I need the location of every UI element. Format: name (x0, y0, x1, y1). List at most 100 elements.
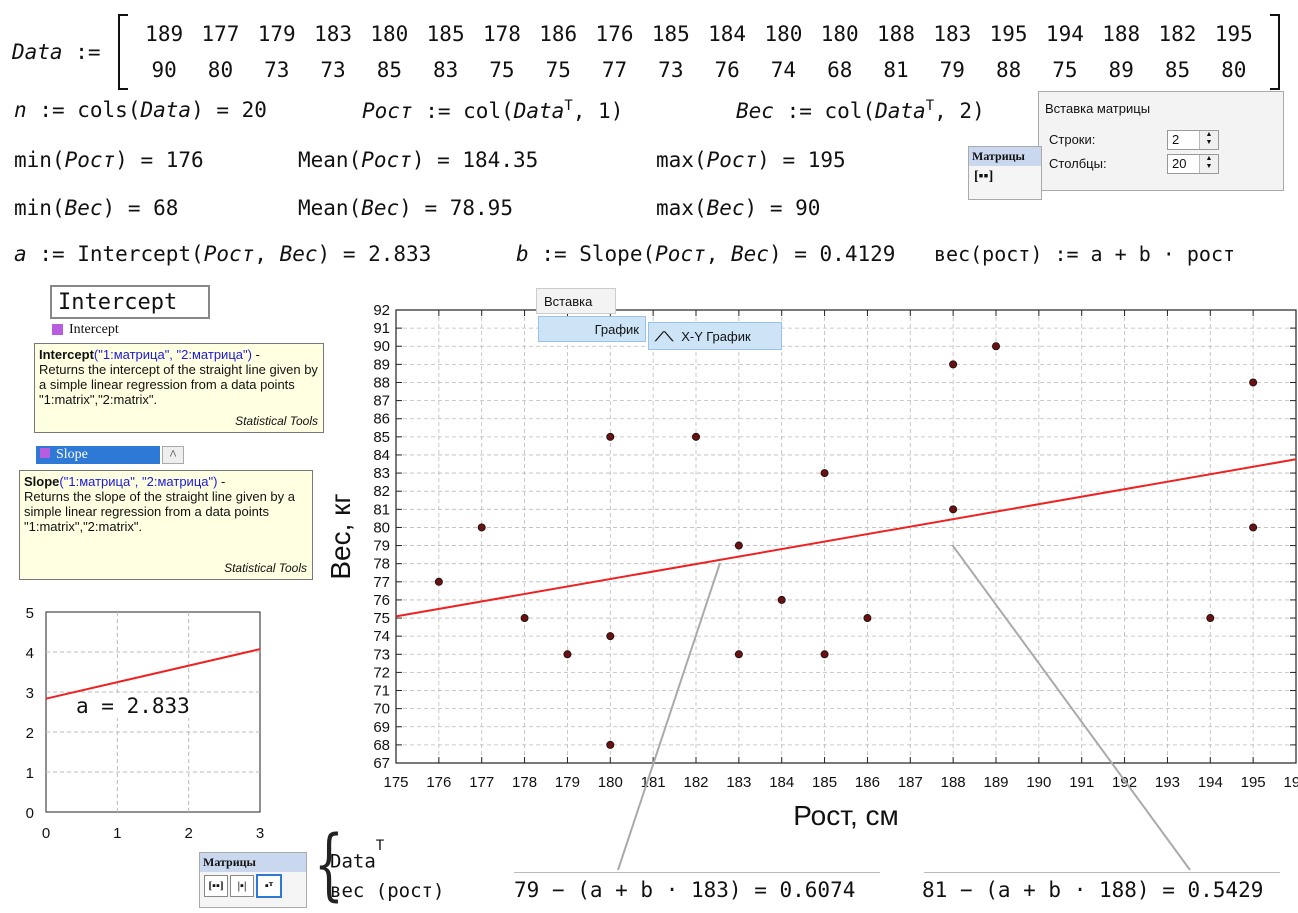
matrix-cell[interactable]: 183 (314, 22, 352, 46)
matrix-cell[interactable]: 177 (201, 22, 240, 46)
matrix-cell[interactable]: 75 (545, 58, 571, 82)
x-tick-label: 190 (1026, 774, 1051, 791)
brace-line-fn[interactable]: вес (рост) (330, 880, 445, 902)
xy-graph-icon: ⟋⟍ (655, 329, 674, 344)
x-tick-label: 180 (598, 774, 623, 791)
insert-matrix-dialog: Вставка матрицы Строки: 2 ▲ ▼ Столбцы: 20 ▲… (1038, 91, 1284, 191)
eq-min-rost[interactable]: min(Рост) = 176 (14, 148, 204, 172)
data-point (734, 650, 743, 659)
x-tick-label: 3 (256, 825, 264, 842)
eq-ves-def[interactable]: Вес := col(DataT, 2) (736, 98, 985, 123)
matrix-cell[interactable]: 73 (320, 58, 346, 82)
autocomplete-item-intercept[interactable]: Intercept (52, 322, 119, 338)
eq-max-rost[interactable]: max(Рост) = 195 (656, 148, 846, 172)
data-matrix[interactable]: 189 177 179 183 180 185 178 186 176 185 184 180 180 1… (118, 14, 1280, 90)
x-tick-label: 189 (983, 774, 1008, 791)
column-icon[interactable]: |▪| (230, 875, 254, 897)
data-point (1249, 523, 1258, 532)
x-tick-label: 188 (941, 774, 966, 791)
matrix-cell[interactable]: 180 (820, 22, 859, 46)
separator-line (514, 872, 880, 873)
matrices-toolbar-bottom: Матрицы [▪▪] |▪| ▪ᵀ (199, 852, 307, 908)
matrix-cell[interactable]: 73 (264, 58, 290, 82)
matrix-cell[interactable]: 80 (1221, 58, 1247, 82)
spin-arrows-icon[interactable]: ▲ ▼ (1199, 131, 1218, 149)
scroll-up-icon[interactable]: ^ (162, 446, 184, 464)
matrix-cell[interactable]: 89 (1108, 58, 1134, 82)
matrix-cell[interactable]: 185 (426, 22, 465, 46)
matrix-cell[interactable]: 75 (489, 58, 515, 82)
matrix-cell[interactable]: 180 (764, 22, 803, 46)
data-point (1249, 378, 1258, 387)
matrix-cell[interactable]: 80 (207, 58, 234, 82)
data-point (992, 342, 1001, 351)
eq-weight-fn[interactable]: вес(рост) := a + b · рост (934, 242, 1236, 266)
menu-graph[interactable]: График (538, 316, 646, 342)
matrix-cell[interactable]: 68 (827, 58, 853, 82)
matrix-cell[interactable]: 194 (1045, 22, 1084, 46)
residual-188[interactable]: 81 − (a + b · 188) = 0.5429 (922, 878, 1264, 902)
matrix-cell[interactable]: 195 (1214, 22, 1253, 46)
autocomplete-item-slope[interactable]: Slope ^ (36, 446, 184, 464)
matrix-cell[interactable]: 178 (482, 22, 521, 46)
matrix-cell[interactable]: 79 (939, 58, 965, 82)
spin-arrows-icon[interactable]: ▲ ▼ (1199, 155, 1218, 173)
eq-mean-rost[interactable]: Mean(Рост) = 184.35 (298, 148, 539, 172)
menu-xy-graph[interactable]: ⟋⟍ X-Y График (648, 322, 782, 350)
matrix-cell[interactable]: 76 (714, 58, 740, 82)
eq-max-ves[interactable]: max(Вес) = 90 (656, 196, 821, 220)
matrix-cell[interactable]: 81 (883, 58, 909, 82)
eq-min-ves[interactable]: min(Вес) = 68 (14, 196, 179, 220)
insert-matrix-icon[interactable]: [▪▪] (974, 169, 994, 184)
data-point (434, 577, 443, 586)
eq-intercept[interactable]: a := Intercept(Рост, Вес) = 2.833 (14, 242, 432, 266)
x-axis-title: Рост, см (793, 800, 899, 831)
matrix-cell[interactable]: 195 (989, 22, 1028, 46)
matrix-cell[interactable]: 74 (770, 58, 797, 82)
matrix-cell[interactable]: 88 (995, 58, 1022, 82)
matrix-cell[interactable]: 185 (651, 22, 690, 46)
y-tick-label: 84 (373, 447, 390, 464)
matrix-cell[interactable]: 186 (539, 22, 578, 46)
eq-slope[interactable]: b := Slope(Рост, Вес) = 0.4129 (516, 242, 896, 266)
y-tick-label: 3 (26, 685, 34, 702)
matrix-cell[interactable]: 189 (145, 22, 184, 46)
matrix-cell[interactable]: 180 (370, 22, 409, 46)
matrix-cell[interactable]: 182 (1158, 22, 1197, 46)
scatter-plot[interactable]: 175 176 177 178 179 180 181 182 183 184 185 186 187 1… (320, 300, 1298, 840)
menu-insert[interactable]: Вставка (536, 288, 616, 314)
matrix-cell[interactable]: 184 (708, 22, 747, 46)
cols-input[interactable]: 20 ▲ ▼ (1167, 154, 1219, 174)
matrix-cell[interactable]: 176 (595, 22, 634, 46)
x-tick-label: 179 (555, 774, 580, 791)
matrix-label[interactable]: Data := (12, 40, 101, 64)
eq-mean-ves[interactable]: Mean(Вес) = 78.95 (298, 196, 513, 220)
matrix-cell[interactable]: 83 (432, 58, 459, 82)
x-tick-label: 2 (184, 825, 192, 842)
matrix-cell[interactable]: 179 (257, 22, 296, 46)
y-axis-title: Вес, кг (325, 493, 356, 579)
eq-rost-def[interactable]: Рост := col(DataT, 1) (362, 98, 624, 123)
eq-n-cols[interactable]: n := cols(Data) = 20 (14, 98, 267, 122)
matrix-cell[interactable]: 183 (933, 22, 972, 46)
function-name-input[interactable]: Intercept (50, 285, 210, 319)
matrix-cell[interactable]: 73 (658, 58, 684, 82)
transpose-icon[interactable]: ▪ᵀ (256, 874, 282, 898)
rows-input[interactable]: 2 ▲ ▼ (1167, 130, 1219, 150)
matrix-cell[interactable]: 77 (601, 58, 628, 82)
small-line-plot[interactable]: 0 1 2 3 0 1 2 3 4 5 (0, 600, 300, 850)
x-tick-label: 194 (1198, 774, 1223, 791)
residual-183[interactable]: 79 − (a + b · 183) = 0.6074 (514, 878, 856, 902)
matrix-cell[interactable]: 90 (151, 58, 177, 82)
insert-matrix-icon[interactable]: [▪▪] (204, 875, 228, 897)
y-tick-label: 71 (373, 683, 390, 700)
matrix-cell[interactable]: 75 (1052, 58, 1078, 82)
matrix-cell[interactable]: 85 (1164, 58, 1191, 82)
matrix-cell[interactable]: 188 (1102, 22, 1141, 46)
y-tick-label: 87 (373, 393, 390, 410)
data-point (734, 541, 743, 550)
data-point (606, 432, 615, 441)
matrix-cell[interactable]: 188 (877, 22, 915, 46)
matrix-cell[interactable]: 85 (376, 58, 402, 82)
brace-line-data[interactable]: DataT (330, 838, 385, 873)
